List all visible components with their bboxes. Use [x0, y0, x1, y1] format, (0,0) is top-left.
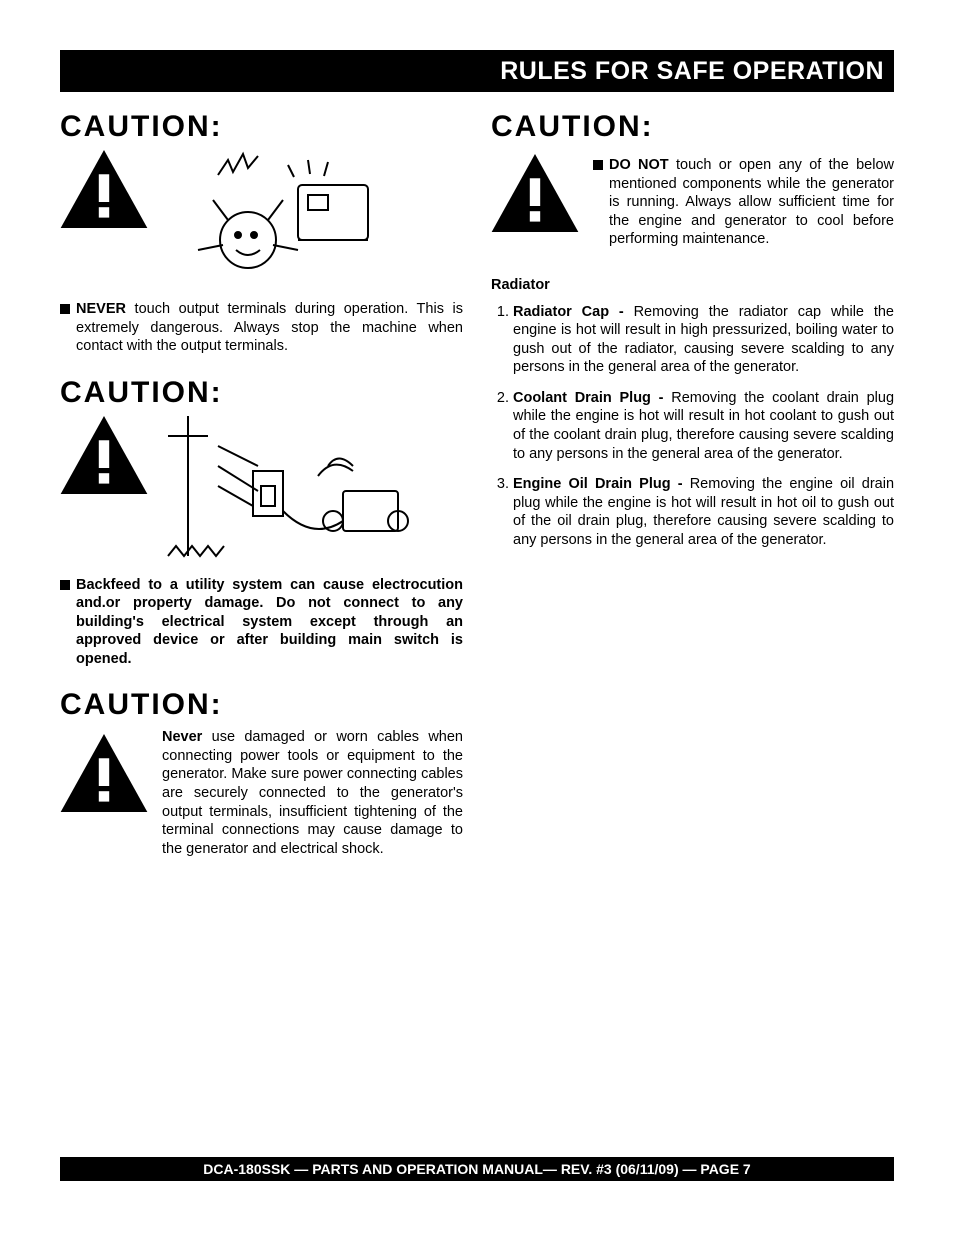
caution4-block: DO NOT touch or open any of the below me… — [491, 150, 894, 249]
caution-heading-4: CAUTION: — [491, 110, 894, 144]
warning-triangle-icon — [60, 734, 148, 812]
caution2-bullet: Backfeed to a utility system can cause e… — [60, 576, 463, 669]
square-bullet-icon — [593, 160, 603, 170]
illustration-backfeed — [158, 416, 418, 566]
caution4-text: DO NOT touch or open any of the below me… — [609, 156, 894, 249]
caution4-body: DO NOT touch or open any of the below me… — [593, 150, 894, 249]
caution-heading-3: CAUTION: — [60, 688, 463, 722]
right-column: CAUTION: DO NOT touch or open any of the… — [491, 110, 894, 858]
caution2-illustration-row — [60, 416, 463, 566]
header-bar: RULES FOR SAFE OPERATION — [60, 50, 894, 92]
content-columns: CAUTION: — [60, 110, 894, 858]
square-bullet-icon — [60, 580, 70, 590]
illustration-shock — [158, 150, 388, 290]
left-column: CAUTION: — [60, 110, 463, 858]
radiator-list: Radiator Cap - Removing the radiator cap… — [491, 303, 894, 550]
radiator-item-2: Coolant Drain Plug - Removing the coolan… — [513, 389, 894, 463]
caution3-block: Never use damaged or worn cables when co… — [60, 728, 463, 858]
caution-heading-1: CAUTION: — [60, 110, 463, 144]
caution2-text: Backfeed to a utility system can cause e… — [76, 576, 463, 669]
footer-bar: DCA-180SSK — PARTS AND OPERATION MANUAL—… — [60, 1157, 894, 1181]
radiator-heading: Radiator — [491, 277, 894, 293]
header-title: RULES FOR SAFE OPERATION — [500, 57, 884, 86]
caution1-text: NEVER touch output terminals during oper… — [76, 300, 463, 356]
caution3-text: Never use damaged or worn cables when co… — [162, 728, 463, 858]
caution1-illustration-row — [60, 150, 463, 290]
warning-triangle-icon — [60, 150, 148, 228]
radiator-item-1: Radiator Cap - Removing the radiator cap… — [513, 303, 894, 377]
caution4-bullet: DO NOT touch or open any of the below me… — [593, 156, 894, 249]
warning-triangle-icon — [60, 416, 148, 494]
warning-triangle-icon — [491, 154, 579, 232]
caution-heading-2: CAUTION: — [60, 376, 463, 410]
radiator-item-3: Engine Oil Drain Plug - Removing the eng… — [513, 475, 894, 549]
square-bullet-icon — [60, 304, 70, 314]
caution1-bullet: NEVER touch output terminals during oper… — [60, 300, 463, 356]
